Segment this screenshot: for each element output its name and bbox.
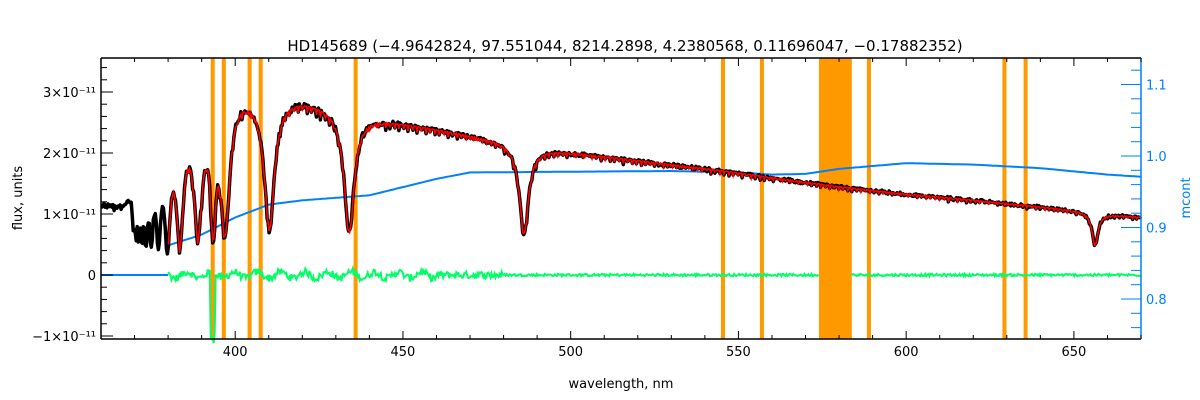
masked-region [258,58,263,339]
masked-region [353,58,358,339]
residual-series-line [167,264,1141,344]
y-tick-label: −1×10⁻¹¹ [32,330,96,345]
masked-region [1023,58,1028,339]
y-axis-label: flux, units [11,166,26,231]
y2-tick-label: 0.9 [1146,222,1167,237]
x-tick-label: 400 [223,345,248,360]
mcont-series-line [167,162,1142,247]
masked-region [1002,58,1007,339]
x-tick-label: 450 [391,345,416,360]
y-tick-label: 2×10⁻¹¹ [43,147,96,162]
masked-region [247,58,252,339]
masked-region [818,58,852,339]
y2-tick-label: 0.8 [1146,293,1167,308]
x-tick-label: 600 [894,345,919,360]
masked-region [221,58,226,339]
y2-tick-label: 1.0 [1146,150,1167,165]
x-tick-label: 650 [1061,345,1086,360]
y-tick-label: 0 [88,269,96,284]
masked-region [210,58,215,339]
y-tick-label: 3×10⁻¹¹ [43,86,96,101]
masked-region [866,58,871,339]
masked-region [720,58,725,339]
x-axis-label: wavelength, nm [569,377,674,392]
masked-region [759,58,764,339]
masked-regions [210,58,1028,339]
y2-axis-label: mcont [1179,177,1194,218]
x-tick-label: 550 [726,345,751,360]
x-tick-label: 500 [558,345,583,360]
y-tick-label: 1×10⁻¹¹ [43,208,96,223]
axes: 400 450 500 550 600 650 −1×10⁻¹¹ 0 1×10⁻¹¹ 2×10⁻¹… [32,57,1167,360]
model-flux-line [167,104,1141,253]
chart-title: HD145689 (−4.9642824, 97.551044, 8214.28… [287,37,962,55]
y2-tick-label: 1.1 [1146,79,1167,94]
